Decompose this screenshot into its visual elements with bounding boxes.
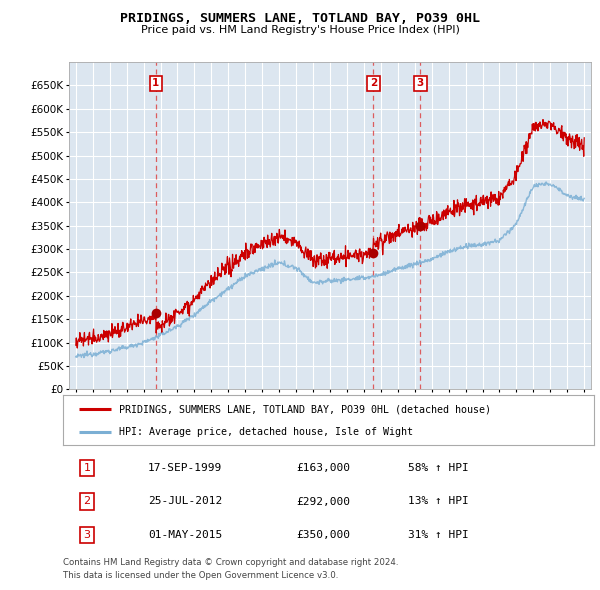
- Text: 1: 1: [83, 463, 91, 473]
- Text: This data is licensed under the Open Government Licence v3.0.: This data is licensed under the Open Gov…: [63, 571, 338, 579]
- Text: 31% ↑ HPI: 31% ↑ HPI: [408, 530, 469, 540]
- Text: HPI: Average price, detached house, Isle of Wight: HPI: Average price, detached house, Isle…: [119, 427, 413, 437]
- Text: 13% ↑ HPI: 13% ↑ HPI: [408, 497, 469, 506]
- Text: 1: 1: [152, 78, 160, 88]
- Text: 2: 2: [370, 78, 377, 88]
- Text: 58% ↑ HPI: 58% ↑ HPI: [408, 463, 469, 473]
- Text: 3: 3: [83, 530, 91, 540]
- Text: 17-SEP-1999: 17-SEP-1999: [148, 463, 222, 473]
- Text: PRIDINGS, SUMMERS LANE, TOTLAND BAY, PO39 0HL: PRIDINGS, SUMMERS LANE, TOTLAND BAY, PO3…: [120, 12, 480, 25]
- Text: £163,000: £163,000: [296, 463, 350, 473]
- Text: Price paid vs. HM Land Registry's House Price Index (HPI): Price paid vs. HM Land Registry's House …: [140, 25, 460, 35]
- Text: 2: 2: [83, 497, 91, 506]
- Text: 25-JUL-2012: 25-JUL-2012: [148, 497, 222, 506]
- Text: £292,000: £292,000: [296, 497, 350, 506]
- Text: 01-MAY-2015: 01-MAY-2015: [148, 530, 222, 540]
- Text: 3: 3: [417, 78, 424, 88]
- Text: Contains HM Land Registry data © Crown copyright and database right 2024.: Contains HM Land Registry data © Crown c…: [63, 558, 398, 566]
- Text: £350,000: £350,000: [296, 530, 350, 540]
- Text: PRIDINGS, SUMMERS LANE, TOTLAND BAY, PO39 0HL (detached house): PRIDINGS, SUMMERS LANE, TOTLAND BAY, PO3…: [119, 404, 491, 414]
